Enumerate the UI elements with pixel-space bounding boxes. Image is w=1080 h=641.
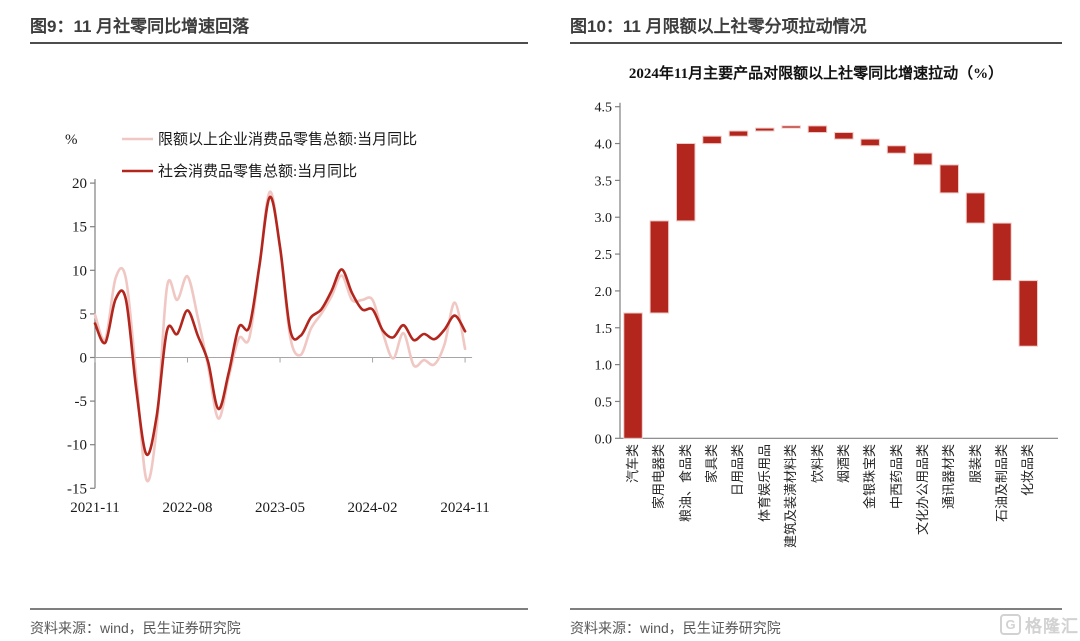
left-source-note: 资料来源：wind，民生证券研究院 [30, 608, 528, 638]
waterfall-bar-6 [781, 125, 801, 129]
waterfall-bar-15 [1018, 280, 1038, 347]
y-tick-label: 3.0 [595, 211, 613, 226]
waterfall-bar-4 [728, 130, 749, 137]
category-label-12: 通讯器材类 [941, 444, 957, 510]
category-label-6: 建筑及装潢材料类 [783, 444, 799, 549]
y-unit-label: % [65, 132, 78, 148]
category-label-11: 文化办公用品类 [914, 444, 930, 536]
right-chart-title: 图10：11 月限额以上社零分项拉动情况 [570, 12, 1062, 44]
y-tick-label: -5 [75, 394, 88, 410]
category-label-13: 服装类 [967, 444, 983, 484]
x-tick-label: 2022-08 [163, 500, 213, 516]
waterfall-bar-14 [992, 222, 1012, 282]
waterfall-chart-subtitle: 2024年11月主要产品对限额以上社零同比增速拉动（%） [628, 66, 1004, 82]
category-label-3: 家具类 [704, 444, 719, 484]
x-tick-label: 2021-11 [70, 500, 119, 516]
gelonghui-logo-text: 格隆汇 [1025, 617, 1079, 636]
category-label-14: 石油及制品类 [993, 444, 1009, 523]
y-tick-label: 10 [72, 263, 87, 279]
category-label-15: 化妆品类 [1020, 444, 1036, 497]
category-label-10: 中西药品类 [888, 444, 904, 510]
legend-label-0: 限额以上企业消费品零售总额:当月同比 [158, 130, 417, 148]
y-tick-label: 0.0 [595, 432, 613, 447]
series-line-1 [93, 195, 467, 457]
y-tick-label: 0.5 [595, 395, 613, 410]
x-tick-label: 2024-11 [440, 500, 489, 516]
y-tick-label: 15 [72, 220, 87, 236]
gelonghui-watermark: G 格隆汇 [1000, 612, 1079, 637]
y-tick-label: 2.5 [595, 248, 613, 263]
x-tick-label: 2024-02 [348, 500, 398, 516]
waterfall-bar-9 [860, 138, 880, 147]
waterfall-bar-8 [834, 132, 854, 140]
category-label-4: 日用品类 [730, 444, 746, 497]
x-tick-label: 2023-05 [255, 500, 305, 516]
category-label-7: 饮料类 [809, 444, 825, 484]
category-label-2: 粮油、食品类 [677, 444, 693, 523]
legend-label-1: 社会消费品零售总额:当月同比 [158, 163, 357, 180]
retail-line-chart: 20 15 10 5 0 -5 -10 -15 2021-11 2022-08 2023-05 202… [65, 130, 490, 516]
waterfall-bar-5 [755, 127, 775, 132]
waterfall-bar-3 [702, 135, 722, 145]
waterfall-bar-10 [886, 145, 907, 154]
y-tick-label: 3.5 [595, 174, 613, 189]
y-tick-label: 1.5 [595, 322, 613, 337]
y-tick-label: 5 [80, 307, 88, 323]
left-chart-title: 图9：11 月社零同比增速回落 [30, 12, 528, 44]
waterfall-bar-7 [807, 125, 828, 134]
y-tick-label: -10 [67, 438, 87, 454]
y-tick-label: 4.5 [595, 101, 613, 116]
waterfall-bar-13 [965, 192, 986, 224]
y-tick-label: 2.0 [595, 285, 613, 300]
category-label-1: 家用电器类 [651, 444, 667, 510]
y-tick-label: 4.0 [595, 138, 613, 153]
waterfall-bar-2 [676, 143, 696, 222]
right-source-note: 资料来源：wind，民生证券研究院 [570, 608, 1062, 638]
y-tick-label: 20 [72, 176, 87, 192]
waterfall-bar-1 [649, 220, 670, 314]
waterfall-bar-0 [623, 312, 643, 439]
waterfall-chart: 4.5 4.0 3.5 3.0 2.5 2.0 1.5 1.0 0.5 0.0 [595, 101, 1058, 447]
category-label-9: 金银珠宝类 [862, 444, 878, 510]
y-tick-label: -15 [67, 481, 87, 497]
y-tick-label: 1.0 [595, 359, 613, 374]
category-label-8: 烟酒类 [835, 444, 851, 484]
waterfall-bar-12 [939, 164, 959, 194]
category-label-5: 体育娱乐用品 [756, 444, 772, 523]
waterfall-bar-11 [913, 152, 933, 166]
y-tick-label: 0 [80, 351, 88, 367]
gelonghui-logo-icon: G [1000, 614, 1021, 635]
category-label-0: 汽车类 [625, 444, 640, 484]
